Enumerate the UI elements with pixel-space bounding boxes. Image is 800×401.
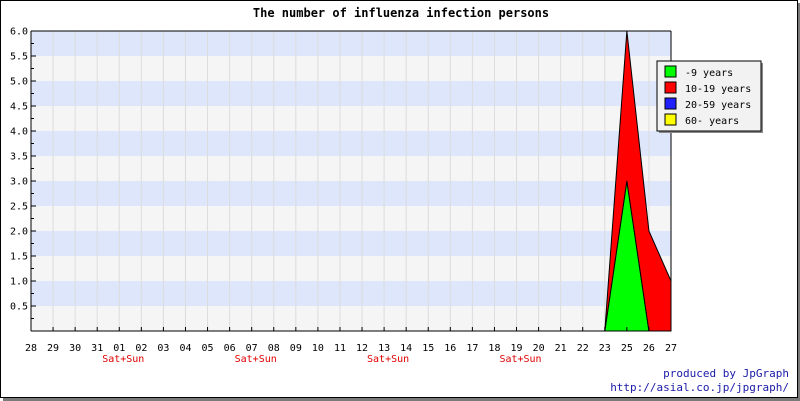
chart-title: The number of influenza infection person… — [253, 6, 549, 20]
x-tick-label: 14 — [400, 343, 412, 354]
x-tick-label: 25 — [621, 343, 633, 354]
x-tick-label: 22 — [577, 343, 589, 354]
x-tick-label: 28 — [25, 343, 37, 354]
y-tick-label: 4.0 — [10, 127, 28, 138]
x-tick-label: 18 — [488, 343, 500, 354]
background-band — [31, 31, 671, 56]
legend-swatch — [664, 97, 677, 110]
background-band — [31, 306, 671, 331]
x-tick-label: 15 — [422, 343, 434, 354]
x-tick-label: 29 — [47, 343, 59, 354]
x-tick-label: 10 — [312, 343, 324, 354]
background-band — [31, 281, 671, 306]
background-band — [31, 56, 671, 81]
weekend-label: Sat+Sun — [367, 354, 409, 365]
x-tick-label: 05 — [202, 343, 214, 354]
y-tick-label: 6.0 — [10, 27, 28, 38]
legend-label: 10-19 years — [685, 84, 751, 95]
y-tick-label: 3.0 — [10, 177, 28, 188]
x-tick-label: 31 — [91, 343, 103, 354]
legend-label: 60- years — [685, 116, 739, 127]
background-band — [31, 131, 671, 156]
weekend-labels: Sat+Sun Sat+Sun Sat+Sun Sat+Sun — [102, 354, 541, 365]
x-tick-labels: 28 29 30 31 01 02 03 04 05 06 07 08 09 10 11 12 13 14 15 16… — [25, 343, 677, 354]
x-tick-label: 11 — [334, 343, 346, 354]
legend-label: 20-59 years — [685, 100, 751, 111]
y-tick-label: 2.0 — [10, 227, 28, 238]
y-tick-labels: 0.5 1.0 1.5 2.0 2.5 3.0 3.5 4.0 4.5 5.0 5.5 6.0 — [10, 27, 28, 313]
x-tick-label: 21 — [555, 343, 567, 354]
x-tick-label: 26 — [643, 343, 655, 354]
background-band — [31, 231, 671, 256]
weekend-label: Sat+Sun — [235, 354, 277, 365]
x-tick-label: 27 — [665, 343, 677, 354]
y-tick-label: 5.0 — [10, 77, 28, 88]
x-tick-label: 06 — [224, 343, 236, 354]
y-tick-label: 4.5 — [10, 102, 28, 113]
legend-label: -9 years — [685, 68, 733, 79]
background-band — [31, 206, 671, 231]
background-band — [31, 106, 671, 131]
credit-url[interactable]: http://asial.co.jp/jpgraph/ — [610, 381, 789, 394]
x-tick-label: 07 — [246, 343, 258, 354]
legend-swatch — [664, 113, 677, 126]
y-tick-label: 1.0 — [10, 277, 28, 288]
background-band — [31, 256, 671, 281]
plot-background-bands — [31, 31, 671, 331]
x-tick-label: 08 — [268, 343, 280, 354]
legend-swatch — [664, 81, 677, 94]
legend: -9 years 10-19 years 20-59 years 60- years — [656, 60, 763, 133]
weekend-label: Sat+Sun — [499, 354, 541, 365]
background-band — [31, 81, 671, 106]
x-tick-label: 09 — [290, 343, 302, 354]
x-tick-label: 03 — [157, 343, 169, 354]
x-tick-label: 02 — [135, 343, 147, 354]
x-tick-label: 04 — [179, 343, 191, 354]
x-tick-label: 01 — [113, 343, 125, 354]
axes — [30, 30, 672, 332]
x-tick-label: 20 — [533, 343, 545, 354]
y-tick-label: 2.5 — [10, 202, 28, 213]
x-tick-label: 23 — [599, 343, 611, 354]
x-tick-label: 30 — [69, 343, 81, 354]
background-band — [31, 181, 671, 206]
credit-produced-by: produced by JpGraph — [663, 367, 789, 380]
y-tick-label: 3.5 — [10, 152, 28, 163]
weekend-label: Sat+Sun — [102, 354, 144, 365]
x-tick-label: 19 — [510, 343, 522, 354]
x-tick-label: 13 — [378, 343, 390, 354]
x-tick-label: 16 — [444, 343, 456, 354]
legend-swatch — [664, 65, 677, 78]
x-tick-label: 17 — [466, 343, 478, 354]
background-band — [31, 156, 671, 181]
x-tick-label: 12 — [356, 343, 368, 354]
y-tick-label: 0.5 — [10, 302, 28, 313]
y-tick-label: 5.5 — [10, 52, 28, 63]
y-tick-label: 1.5 — [10, 252, 28, 263]
